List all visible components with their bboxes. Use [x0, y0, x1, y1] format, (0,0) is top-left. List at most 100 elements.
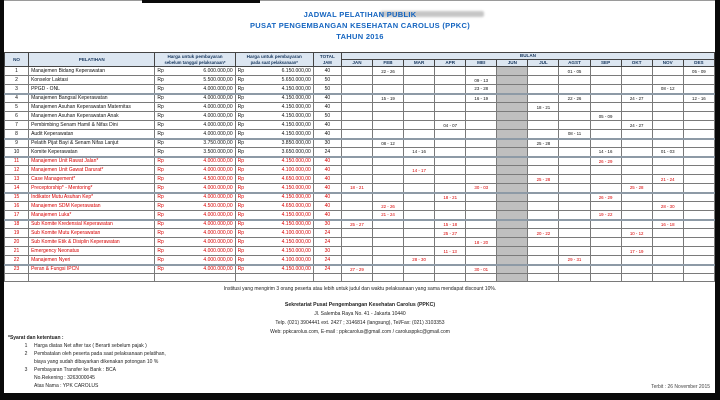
empty-cell: [589, 273, 622, 282]
currency-label: Rp: [157, 113, 164, 119]
table-row: 11 Manajemen Unit Rawat Jalan* Rp 4.000.000…: [3, 155, 716, 166]
total-jam-cell: 30: [312, 218, 342, 229]
page-year: TAHUN 2016: [336, 32, 384, 41]
schedule-cell-jun: [496, 218, 529, 229]
terms-item-text: Pembatalan oleh peserta pada saat pelaks…: [34, 351, 166, 357]
row-number-cell: 20: [3, 237, 30, 247]
schedule-cell-nov: [651, 183, 684, 193]
schedule-cell-apr: [434, 155, 467, 166]
price-amount: 3.500.000,00: [203, 148, 233, 155]
price-at-cell: Rp 4.150.000,00: [234, 246, 314, 256]
currency-label: Rp: [157, 230, 164, 236]
empty-cell: [682, 273, 716, 282]
table-row: 3 PPGD - ONL Rp 4.000.000,00 Rp 4.150.000,00 5…: [3, 84, 716, 94]
price-amount: 4.150.000,00: [281, 158, 311, 165]
col-header-month-des: DES: [682, 59, 716, 67]
schedule-cell-feb: [371, 183, 405, 193]
schedule-cell-jul: 25 - 28: [527, 174, 560, 184]
table-row: 1 Manajemen Bidang Keperawatan Rp 6.000.000…: [3, 66, 716, 76]
price-amount: 4.000.000,00: [203, 221, 233, 228]
schedule-cell-mei: 30 - 03: [465, 183, 498, 193]
table-row: 8 Audit Keperawatan Rp 4.000.000,00 Rp 4.150.…: [3, 129, 716, 139]
schedule-cell-sep: [589, 201, 622, 211]
schedule-cell-okt: [620, 218, 653, 229]
schedule-cell-feb: [371, 75, 405, 85]
footer-contact-block: Sekretariat Pusat Pengembangan Kesehatan…: [0, 301, 720, 337]
schedule-cell-apr: 15 - 18: [434, 218, 467, 229]
schedule-cell-sep: [589, 228, 622, 238]
schedule-cell-jan: [340, 228, 373, 238]
schedule-cell-jul: [527, 191, 560, 202]
total-jam-cell: 40: [312, 120, 342, 130]
row-number-cell: 15: [3, 191, 30, 202]
total-jam-cell: 30: [312, 246, 342, 256]
schedule-cell-feb: [371, 263, 405, 274]
schedule-cell-apr: [434, 75, 467, 85]
currency-label: Rp: [157, 77, 164, 83]
total-jam-cell: 40: [312, 155, 342, 166]
schedule-cell-mei: [465, 102, 498, 112]
price-at-cell: Rp 4.150.000,00: [234, 84, 314, 94]
schedule-cell-des: [682, 218, 716, 229]
table-row: 18 Sub Komite Kredensial Keperawatan Rp 4.0…: [3, 218, 716, 229]
row-number-cell: 3: [3, 84, 30, 94]
schedule-cell-nov: [651, 137, 684, 148]
schedule-cell-nov: [651, 263, 684, 274]
terms-item-text: Pembayaran Transfer ke Bank : BCA: [34, 367, 116, 373]
schedule-cell-sep: [589, 84, 622, 94]
schedule-cell-mar: [403, 84, 436, 94]
schedule-cell-mei: 23 - 28: [465, 84, 498, 94]
row-number-cell: 11: [3, 155, 30, 166]
row-number-cell: 19: [3, 228, 30, 238]
schedule-cell-jan: [340, 120, 373, 130]
schedule-cell-okt: 24 - 27: [620, 92, 653, 103]
price-amount: 3.850.000,00: [281, 140, 311, 147]
schedule-cell-jun: [496, 183, 529, 193]
price-amount: 4.150.000,00: [281, 113, 311, 119]
schedule-cell-feb: [371, 120, 405, 130]
schedule-cell-apr: [434, 201, 467, 211]
footer-web-email: Web: ppkcarolus.com, E-mail : ppkcarolus…: [270, 329, 450, 335]
schedule-cell-nov: 16 - 18: [651, 218, 684, 229]
currency-label: Rp: [237, 176, 245, 182]
schedule-cell-okt: 10 - 12: [620, 228, 653, 238]
empty-cell: [527, 273, 560, 282]
schedule-cell-mei: [465, 111, 498, 121]
schedule-cell-mar: [403, 102, 436, 112]
schedule-cell-feb: [371, 111, 405, 121]
price-at-cell: Rp 4.100.000,00: [234, 228, 314, 238]
currency-label: Rp: [157, 211, 164, 218]
training-name-cell: Emergency Neonatus: [28, 246, 156, 256]
price-at-cell: Rp 4.150.000,00: [234, 120, 314, 130]
table-row: 20 Sub Komite Etik & Disiplin Keperawatan…: [3, 237, 716, 247]
table-row: 13 Case Management* Rp 4.500.000,00 Rp 4.650.…: [3, 174, 716, 184]
schedule-cell-agst: [558, 137, 591, 148]
schedule-cell-okt: [620, 210, 653, 220]
currency-label: Rp: [157, 221, 164, 228]
training-name-cell: Preceptorship* - Mentoring*: [28, 183, 156, 193]
schedule-cell-mar: [403, 228, 436, 238]
price-amount: 4.150.000,00: [281, 194, 311, 201]
currency-label: Rp: [237, 239, 245, 245]
schedule-cell-okt: [620, 66, 653, 76]
schedule-cell-jul: [527, 210, 560, 220]
price-amount: 4.000.000,00: [203, 158, 233, 165]
schedule-cell-jul: [527, 183, 560, 193]
currency-label: Rp: [237, 230, 245, 236]
schedule-cell-mar: [403, 237, 436, 247]
schedule-cell-nov: [651, 111, 684, 121]
schedule-cell-mar: [403, 111, 436, 121]
row-number-cell: 1: [3, 66, 30, 76]
schedule-cell-jan: [340, 129, 373, 139]
schedule-cell-okt: [620, 102, 653, 112]
col-header-bulan: BULAN: [340, 52, 716, 60]
currency-label: Rp: [157, 104, 164, 110]
schedule-cell-feb: [371, 255, 405, 265]
price-before-cell: Rp 4.500.000,00: [154, 201, 236, 211]
schedule-cell-jun: [496, 92, 529, 103]
schedule-cell-des: [682, 201, 716, 211]
training-name-cell: Pelatih Pijat Bayi & Senam Nifas Lanjut: [28, 137, 156, 148]
schedule-cell-sep: [589, 237, 622, 247]
schedule-cell-mei: [465, 210, 498, 220]
empty-cell: [496, 273, 529, 282]
